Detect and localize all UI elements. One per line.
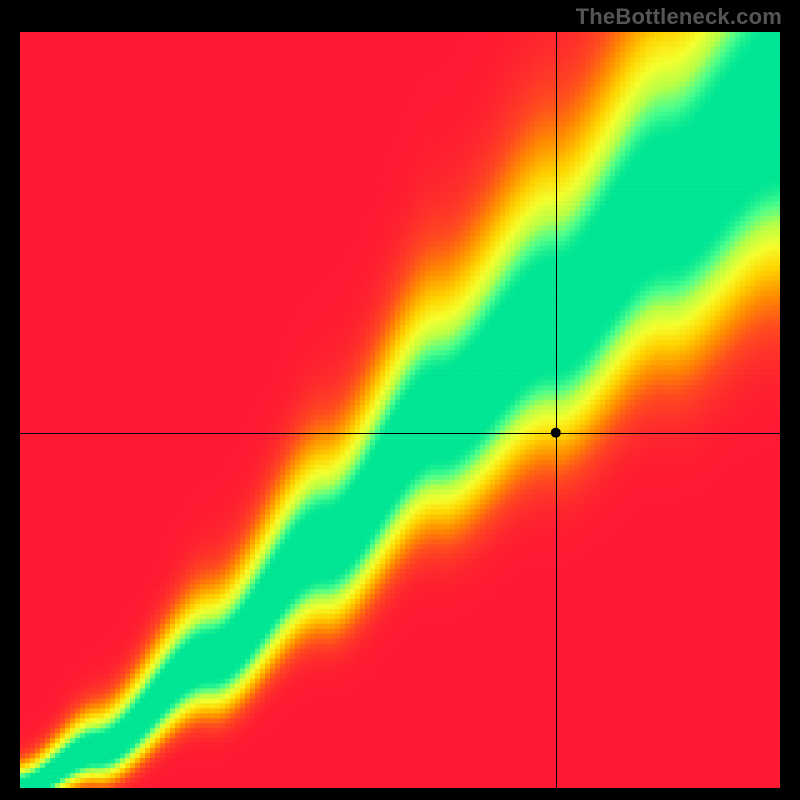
watermark-text: TheBottleneck.com [576, 4, 782, 30]
heatmap-canvas-wrap [20, 32, 780, 788]
chart-container: TheBottleneck.com [0, 0, 800, 800]
bottleneck-heatmap [20, 32, 780, 788]
